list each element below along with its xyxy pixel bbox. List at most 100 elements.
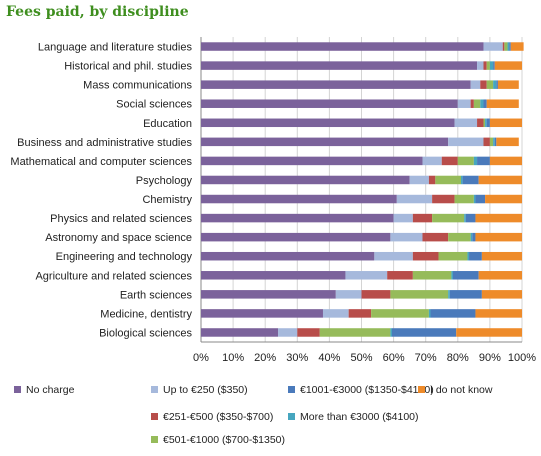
- bar-segment: [451, 271, 453, 280]
- bar-segment: [477, 156, 490, 166]
- category-label: Historical and phil. studies: [64, 61, 192, 73]
- bar-segment: [509, 42, 511, 51]
- bar-segment: [201, 213, 394, 223]
- bar-segment: [483, 61, 487, 70]
- bar-segment: [391, 328, 457, 337]
- bar-segment: [481, 290, 522, 299]
- bar-segment: [201, 290, 336, 299]
- bar-segment: [483, 137, 490, 147]
- category-label: Agriculture and related sciences: [35, 270, 192, 282]
- bar-segment: [485, 194, 522, 204]
- legend-swatch: [14, 386, 21, 393]
- bar-segment: [493, 137, 495, 147]
- category-label: Earth sciences: [120, 289, 193, 301]
- bar-segment: [493, 61, 495, 70]
- bar-segment: [432, 194, 455, 204]
- bar-segment: [390, 232, 423, 242]
- bar-segment: [480, 99, 484, 108]
- bar-segment: [467, 251, 470, 261]
- category-label: Astronomy and space science: [45, 232, 192, 244]
- bar-segment: [390, 328, 392, 337]
- bar-segment: [428, 175, 436, 185]
- bar-segment: [494, 137, 497, 147]
- bar-segment: [473, 156, 478, 166]
- bar-segment: [201, 309, 323, 318]
- bar-segment: [480, 80, 487, 89]
- legend-swatch: [418, 386, 425, 393]
- bar-segment: [438, 251, 468, 261]
- category-label: Mathematical and computer sciences: [10, 156, 192, 168]
- legend-swatch: [288, 386, 295, 393]
- bar-segment: [430, 309, 476, 318]
- bar-segment: [483, 99, 487, 108]
- bar-segment: [486, 118, 490, 128]
- bar-segment: [478, 175, 522, 185]
- category-label: Social sciences: [116, 99, 192, 111]
- bar-segment: [477, 118, 484, 128]
- x-tick-label: 70%: [415, 352, 437, 364]
- category-label: Language and literature studies: [38, 42, 193, 54]
- bar-segment: [457, 156, 474, 166]
- bar-segment: [497, 80, 519, 89]
- bar-segment: [412, 271, 452, 280]
- bar-segment: [510, 42, 524, 51]
- chart-title: Fees paid, by discipline: [6, 4, 189, 20]
- bar-segment: [483, 118, 486, 128]
- bar-segment: [201, 175, 410, 185]
- bar-segment: [201, 232, 391, 242]
- bar-segment: [469, 251, 482, 261]
- bar-segment: [470, 99, 474, 108]
- bar-segment: [478, 271, 522, 280]
- bar-segment: [449, 290, 482, 299]
- bar-segment: [461, 175, 463, 185]
- bar-segment: [504, 42, 508, 51]
- bar-segment: [441, 156, 458, 166]
- bar-segment: [457, 99, 471, 108]
- category-label: Biological sciences: [99, 327, 192, 339]
- bar-segment: [335, 290, 362, 299]
- bar-segment: [374, 251, 413, 261]
- x-tick-label: 60%: [383, 352, 405, 364]
- bar-segment: [496, 137, 519, 147]
- category-label: Business and administrative studies: [17, 137, 192, 149]
- category-label: Engineering and technology: [56, 251, 193, 263]
- x-tick-label: 100%: [508, 352, 536, 364]
- legend-label: Up to €250 ($350): [163, 384, 248, 396]
- bar-segment: [201, 271, 346, 280]
- bar-segment: [475, 194, 486, 204]
- bar-segment: [422, 232, 449, 242]
- bar-segment: [507, 42, 510, 51]
- bar-segment: [489, 156, 522, 166]
- bar-segment: [496, 80, 498, 89]
- bar-segment: [412, 251, 439, 261]
- bar-segment: [475, 213, 522, 223]
- legend-label: €501-€1000 ($700-$1350): [163, 434, 285, 446]
- bar-segment: [201, 156, 423, 166]
- bar-segment: [462, 175, 479, 185]
- bar-segment: [201, 194, 397, 204]
- x-tick-label: 30%: [286, 352, 308, 364]
- bar-segment: [472, 232, 476, 242]
- bar-segment: [470, 80, 481, 89]
- x-tick-label: 10%: [222, 352, 244, 364]
- bar-segment: [489, 118, 522, 128]
- category-label: Psychology: [136, 175, 193, 187]
- bar-segment: [485, 118, 487, 128]
- bar-segment: [278, 328, 298, 337]
- category-label: Chemistry: [142, 194, 192, 206]
- category-label: Mass communications: [83, 80, 192, 92]
- bar-segment: [448, 290, 450, 299]
- bar-segment: [470, 232, 473, 242]
- bar-segment: [489, 61, 494, 70]
- bar-segment: [201, 61, 478, 70]
- bar-segment: [454, 118, 478, 128]
- legend-swatch: [151, 413, 158, 420]
- bar-segment: [486, 80, 494, 89]
- bar-segment: [201, 118, 455, 128]
- bar-segment: [371, 309, 429, 318]
- bar-segment: [473, 99, 481, 108]
- bar-segment: [201, 80, 471, 89]
- bar-segment: [475, 309, 522, 318]
- legend-label: €251-€500 ($350-$700): [163, 411, 273, 423]
- bar-segment: [201, 99, 458, 108]
